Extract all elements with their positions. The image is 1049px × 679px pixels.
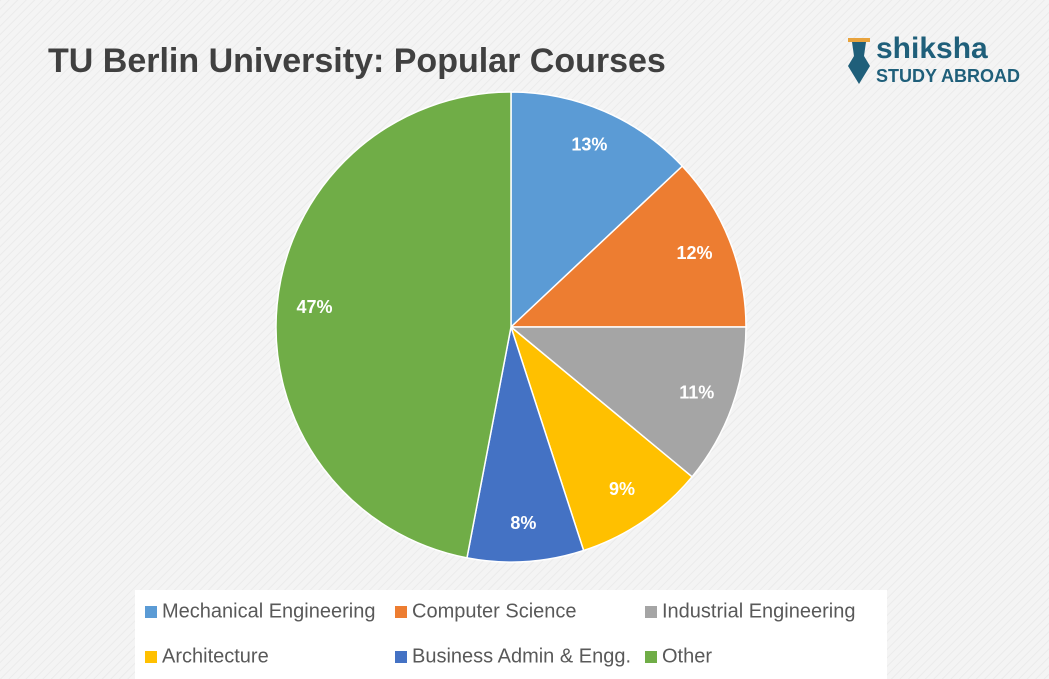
legend-label: Architecture [162,645,269,667]
legend-label: Industrial Engineering [662,600,855,622]
data-label: 8% [510,513,536,533]
legend-label: Computer Science [412,600,577,622]
legend-swatch [645,651,657,663]
legend-swatch [395,651,407,663]
pie-slice [466,326,585,563]
legend-label: Other [662,645,712,667]
legend-label: Mechanical Engineering [162,600,375,622]
legend-swatch [395,606,407,618]
pie-slice [509,165,747,328]
pie-slice [509,324,694,552]
logo: shiksha STUDY ABROAD [848,32,1020,86]
logo-tagline: STUDY ABROAD [876,66,1020,86]
legend-swatch [645,606,657,618]
logo-cap [848,38,870,42]
legend-box [135,590,887,679]
logo-name: shiksha [876,32,988,65]
legend-swatch [145,651,157,663]
data-label: 13% [571,135,607,155]
data-label: 11% [679,383,714,403]
logo-icon [848,42,870,84]
pie-slice [508,326,747,478]
data-label: 47% [296,297,332,317]
data-label: 9% [609,479,635,499]
data-label: 12% [677,243,713,263]
legend-swatch [145,606,157,618]
legend-label: Business Admin & Engg. [412,645,631,667]
chart-title: TU Berlin University: Popular Courses [48,42,666,80]
pie-slice [275,91,512,559]
pie-slice [510,91,684,329]
